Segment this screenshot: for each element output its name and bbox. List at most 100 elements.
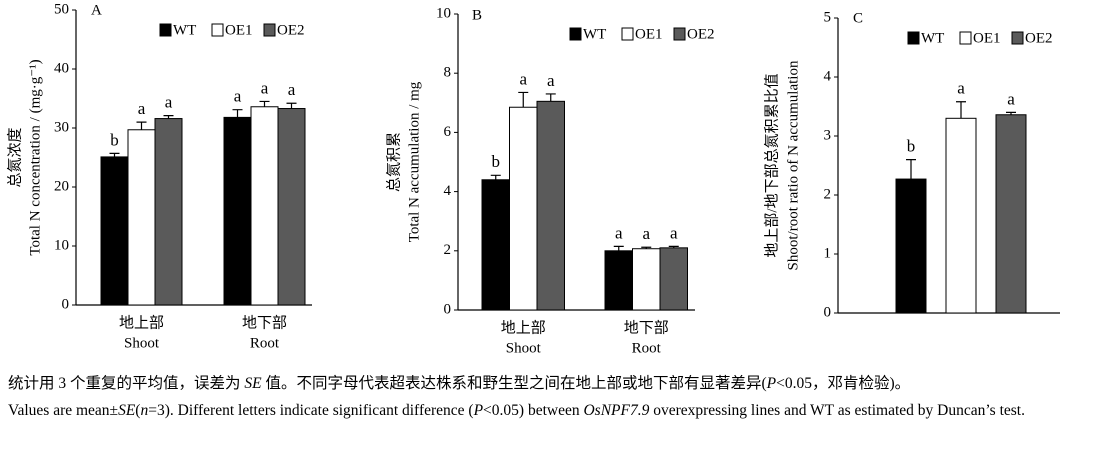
bar	[277, 108, 306, 306]
y-axis-label-zh: 地上部/地下部总氮积累比值	[763, 73, 780, 257]
caption-text: (	[135, 402, 141, 419]
significance-letter: a	[138, 99, 146, 118]
caption-text: Values are mean±	[8, 402, 119, 419]
y-tick-label: 0	[824, 304, 832, 320]
error-bar	[668, 245, 679, 248]
error-bar	[906, 159, 916, 180]
caption-text: SE	[244, 375, 262, 392]
caption-text: n	[140, 402, 149, 419]
significance-letter: b	[907, 137, 916, 156]
legend-label: OE2	[687, 26, 715, 42]
bar	[895, 178, 927, 314]
caption-text: SE	[118, 402, 136, 419]
x-tick-label-en: Shoot	[506, 340, 542, 356]
significance-letter: a	[519, 69, 527, 88]
y-tick-label: 6	[444, 124, 452, 140]
bar	[509, 106, 538, 311]
y-axis-label-zh: 总氮积累	[385, 132, 402, 192]
y-tick-label: 0	[62, 296, 70, 312]
caption-text: OsNPF7.9	[583, 402, 650, 419]
y-tick-label: 20	[54, 178, 69, 194]
x-tick-label-en: Root	[632, 340, 662, 356]
x-tick-label-en: Root	[250, 335, 280, 351]
caption-text: P	[766, 375, 777, 392]
error-bar	[545, 93, 556, 102]
legend-label: WT	[583, 26, 606, 42]
bar	[154, 118, 183, 306]
bar	[481, 179, 510, 311]
significance-letter: a	[615, 223, 623, 242]
legend-swatch	[621, 27, 634, 41]
y-tick-label: 3	[824, 127, 832, 143]
bar	[250, 106, 279, 306]
error-bar	[259, 100, 270, 107]
bar	[604, 250, 633, 311]
significance-letter: b	[110, 130, 119, 149]
caption-text: <0.05) between	[483, 402, 584, 419]
significance-letter: a	[642, 224, 650, 243]
legend-label: OE1	[225, 22, 253, 38]
bar	[659, 247, 688, 311]
bar	[945, 117, 977, 314]
bar	[632, 248, 661, 311]
error-bar	[518, 91, 529, 108]
caption-text: P	[473, 402, 484, 419]
y-axis-label-en: Shoot/root ratio of N accumulation	[785, 60, 801, 270]
significance-letter: a	[1007, 89, 1015, 108]
y-axis-label-zh: 总氮浓度	[6, 127, 23, 187]
significance-letter: a	[957, 79, 965, 98]
x-tick-label: 地下部	[242, 314, 287, 331]
error-bar	[136, 121, 147, 130]
y-tick-label: 8	[444, 65, 452, 81]
legend-swatch	[263, 23, 276, 37]
significance-letter: a	[670, 223, 678, 242]
error-bar	[641, 246, 652, 249]
error-bar	[109, 152, 120, 157]
panel-label: C	[853, 10, 863, 26]
y-tick-label: 2	[824, 186, 832, 202]
y-tick-label: 2	[444, 242, 452, 258]
legend-label: OE1	[973, 30, 1001, 46]
y-tick-label: 10	[54, 237, 69, 253]
legend-label: WT	[921, 30, 944, 46]
significance-letter: a	[261, 78, 269, 97]
error-bar	[286, 102, 297, 109]
error-bar	[1006, 111, 1016, 115]
panel-label: B	[472, 7, 482, 23]
legend-label: OE2	[1025, 30, 1053, 46]
legend-swatch	[907, 31, 920, 45]
y-tick-label: 10	[436, 5, 451, 21]
y-tick-label: 50	[54, 1, 69, 17]
error-bar	[613, 245, 624, 251]
x-tick-label: 地上部	[501, 319, 546, 336]
bar	[536, 100, 565, 311]
panel-label: A	[91, 2, 102, 18]
x-tick-label: 地上部	[119, 314, 164, 331]
legend-swatch	[673, 27, 686, 41]
caption-text: 值。不同字母代表超表达株系和野生型之间在地上部或地下部有显著差异(	[261, 375, 767, 392]
x-tick-label-en: Shoot	[124, 335, 160, 351]
y-tick-label: 5	[824, 9, 832, 25]
caption-text: 统计用 3 个重复的平均值，误差为	[8, 375, 245, 392]
significance-letter: a	[165, 93, 173, 112]
error-bar	[163, 115, 174, 119]
caption-text: <0.05，邓肯检验)。	[776, 375, 911, 392]
legend-swatch	[569, 27, 582, 41]
bar	[223, 116, 252, 306]
significance-letter: a	[547, 71, 555, 90]
caption-text: overexpressing lines and WT as estimated…	[649, 402, 1025, 419]
y-tick-label: 1	[824, 245, 832, 261]
legend-label: OE1	[635, 26, 663, 42]
y-tick-label: 40	[54, 60, 69, 76]
error-bar	[956, 101, 966, 119]
y-tick-label: 30	[54, 119, 69, 135]
caption-zh: 统计用 3 个重复的平均值，误差为 SE 值。不同字母代表超表达株系和野生型之间…	[8, 370, 1116, 397]
legend-swatch	[1011, 31, 1024, 45]
y-axis-label-en: Total N accumulation / mg	[406, 81, 422, 242]
legend-label: OE2	[277, 22, 305, 38]
legend-swatch	[159, 23, 172, 37]
x-tick-label: 地下部	[624, 319, 669, 336]
error-bar	[490, 174, 501, 180]
bar	[127, 129, 156, 306]
